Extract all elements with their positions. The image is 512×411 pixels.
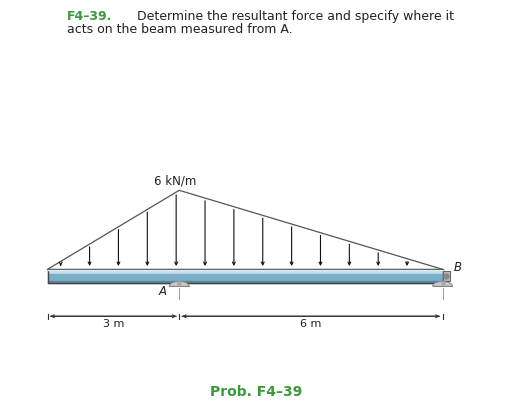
Text: F4–39.: F4–39.: [67, 10, 112, 23]
Text: acts on the beam measured from ​A.: acts on the beam measured from ​A.: [67, 23, 292, 36]
Text: 3 m: 3 m: [103, 319, 124, 329]
Text: Determine the resultant force and specify where it: Determine the resultant force and specif…: [133, 10, 454, 23]
Polygon shape: [442, 271, 451, 281]
Polygon shape: [169, 282, 189, 286]
Text: 6 kN/m: 6 kN/m: [154, 175, 196, 188]
Polygon shape: [433, 282, 453, 286]
Text: Prob. F4–39: Prob. F4–39: [210, 385, 302, 399]
Text: B: B: [454, 261, 462, 274]
Text: 6 m: 6 m: [300, 319, 322, 329]
Text: A: A: [159, 285, 167, 298]
